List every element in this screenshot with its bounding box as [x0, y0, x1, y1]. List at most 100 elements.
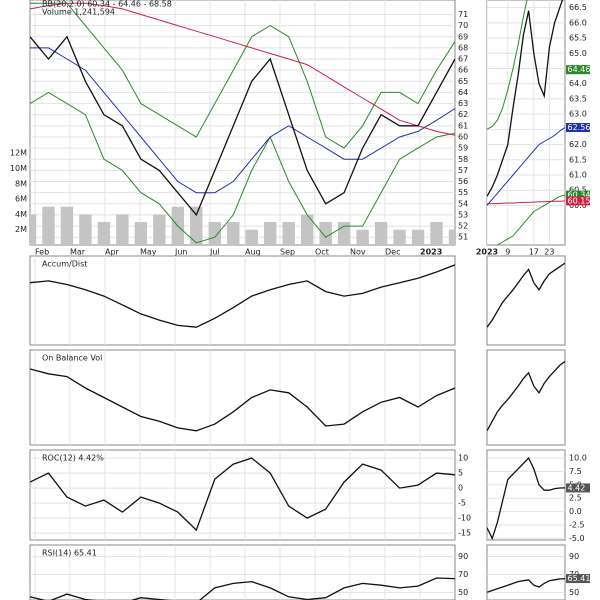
y-tick-label: 56: [458, 177, 468, 186]
value-badge-label: 60.34: [568, 191, 591, 200]
volume-bar: [300, 214, 314, 245]
plot-area: [487, 360, 565, 432]
series-line: [487, 456, 565, 540]
panel-title: On Balance Vol: [42, 354, 102, 363]
volume-bar: [245, 229, 258, 245]
panel-title: RSI(14) 65.41: [42, 549, 97, 558]
volume-bar: [153, 214, 166, 245]
volume-bar: [134, 222, 148, 245]
y-tick-label: 66.5: [569, 3, 587, 12]
y-tick-label: 50: [458, 588, 468, 597]
x-tick-label: 2023: [476, 248, 498, 257]
legend-entry: Volume 1,241,594: [42, 8, 115, 17]
volume-bar: [264, 222, 277, 245]
x-tick-label: Feb: [35, 248, 49, 257]
y-tick-label: -10: [458, 514, 471, 523]
panel-title: ROC(12) 4.42%: [42, 454, 104, 463]
y-tick-label: 50: [569, 588, 579, 597]
value-badge-label: 60.15: [568, 196, 591, 205]
x-tick-label: Oct: [315, 248, 329, 257]
series-line: [487, 577, 565, 593]
volume-bar: [374, 222, 388, 245]
volume-bar: [97, 222, 111, 245]
y-tick-label: 60.0: [569, 201, 587, 210]
y-tick-label: 63: [458, 99, 468, 108]
y-tick-label: 61.0: [569, 171, 587, 180]
panel-frame: [29, 255, 456, 346]
y-tick-label: 53: [458, 210, 468, 219]
y-tick-label: 62: [458, 110, 468, 119]
value-badge: [566, 574, 590, 584]
volume-bar: [190, 206, 203, 245]
y-tick-label: -15: [458, 529, 471, 538]
y-tick-label: 60: [458, 132, 468, 141]
y-tick-label: 10: [458, 454, 468, 463]
x-tick-label: 17: [529, 248, 539, 257]
plot-area: [30, 350, 455, 445]
x-tick-label: Dec: [385, 248, 400, 257]
value-badge: [566, 65, 590, 75]
y-tick-label: 65: [458, 77, 468, 86]
y-tick-label: 90: [458, 552, 468, 561]
y-tick-label: 58: [458, 155, 468, 164]
x-tick-label: Nov: [350, 248, 366, 257]
series-line: [30, 368, 455, 432]
panel-frame: [486, 0, 566, 246]
volume-bar: [356, 229, 369, 245]
volume-bar: [30, 214, 37, 245]
series-line: [487, 127, 565, 206]
volume-tick-label: 12M: [10, 149, 27, 158]
panel-frame: [486, 255, 566, 346]
value-badge-label: 64.46: [568, 65, 591, 74]
series-line: [30, 2, 455, 149]
panel-frame: [29, 349, 456, 446]
y-tick-label: 64: [458, 88, 468, 97]
volume-bar: [79, 214, 92, 245]
x-tick-label: Aug: [245, 248, 261, 257]
y-tick-label: 64.0: [569, 79, 587, 88]
y-tick-label: 65.5: [569, 34, 587, 43]
y-tick-label: 0: [458, 484, 463, 493]
y-tick-label: 71: [458, 10, 468, 19]
y-tick-label: 67: [458, 55, 468, 64]
y-tick-label: 52: [458, 222, 468, 231]
volume-bar: [60, 206, 74, 245]
series-line: [30, 577, 455, 600]
y-tick-label: 61.5: [569, 155, 587, 164]
series-line: [487, 360, 565, 432]
value-badge: [566, 483, 590, 493]
value-badge-label: 62.56: [568, 123, 591, 132]
volume-bar: [42, 206, 55, 245]
y-tick-label: 65.0: [569, 49, 587, 58]
volume-bar: [430, 222, 443, 245]
y-tick-label: 55: [458, 188, 468, 197]
series-line: [30, 2, 455, 136]
series-line: [30, 457, 455, 532]
plot-area: [30, 0, 455, 245]
y-tick-label: 7.5: [569, 467, 582, 476]
volume-bar: [319, 222, 332, 245]
y-tick-label: 63.0: [569, 110, 587, 119]
y-tick-label: 61: [458, 121, 468, 130]
panel-frame: [486, 544, 566, 600]
y-tick-label: 51: [458, 233, 468, 242]
value-badge: [566, 123, 590, 133]
value-badge-label: 65.41: [568, 574, 591, 583]
volume-tick-label: 4M: [15, 210, 27, 219]
x-tick-label: Mar: [70, 248, 86, 257]
y-tick-label: 2.5: [569, 494, 582, 503]
y-tick-label: 90: [569, 552, 579, 561]
value-badge: [566, 190, 590, 200]
series-line: [30, 264, 455, 328]
plot-area: [487, 0, 565, 245]
y-tick-label: 59: [458, 144, 468, 153]
x-tick-label: Jun: [174, 248, 188, 257]
y-tick-label: 54: [458, 199, 468, 208]
y-tick-label: -2.5: [569, 521, 585, 530]
y-tick-label: -5.0: [569, 534, 585, 543]
volume-bar: [393, 229, 406, 245]
series-line: [487, 0, 528, 130]
series-line: [30, 91, 455, 244]
y-tick-label: 66: [458, 66, 468, 75]
plot-area: [30, 545, 455, 600]
